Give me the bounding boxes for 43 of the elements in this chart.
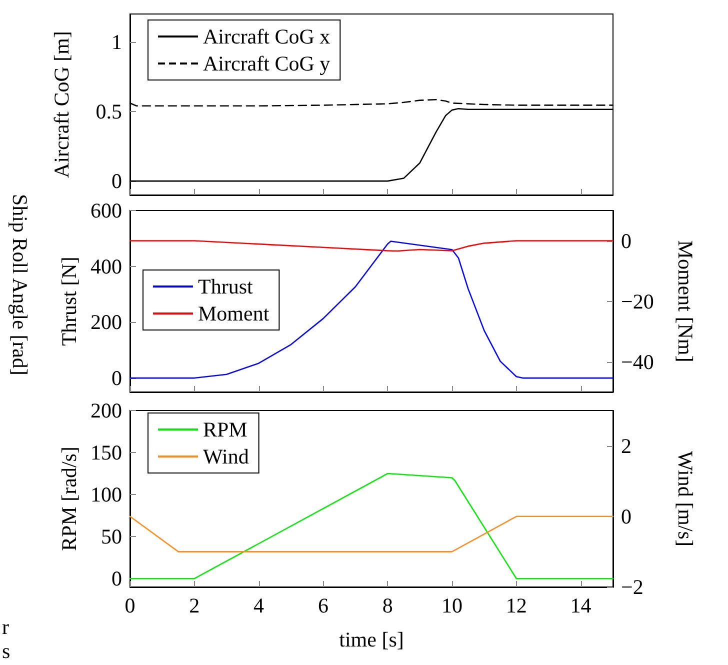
y2-tick-label: 0 [621,228,632,253]
legend-label: RPM [203,418,248,442]
line-series [129,472,614,580]
y-axis-title: Aircraft CoG [m] [50,31,74,178]
y2-tick-label: −20 [621,289,654,314]
line-series [129,240,614,379]
y-tick-label: 200 [90,398,122,422]
text: s [2,639,10,664]
y-tick-label: 0 [112,366,122,390]
y-axis-title: Thrust [N] [57,256,82,346]
x-tick-label: 6 [318,594,328,618]
x-tick-label: 4 [254,594,265,618]
y-tick-label: 150 [90,440,122,465]
legend-label: Wind [203,444,250,468]
x-tick-label: 2 [189,594,200,618]
legend-label: Moment [198,302,270,326]
x-tick-label: 8 [382,594,393,618]
y-tick-label: 600 [90,198,122,222]
y-tick-label: 100 [90,482,122,507]
y2-tick-label: 2 [621,434,632,458]
line-series [129,240,614,252]
y2-tick-label: −40 [621,350,654,374]
y-tick-label: 200 [90,310,122,334]
legend-label: Aircraft CoG y [203,52,331,76]
y-tick-label: 50 [101,524,122,549]
y-tick-label: 1 [112,30,122,54]
y-tick-label: 0.5 [96,99,122,124]
y2-axis-title: Wind [m/s] [674,451,698,546]
text: Ship Roll Angle [rad] [7,194,32,376]
legend-label: Aircraft CoG x [203,24,331,48]
x-axis-title: time [s] [339,628,404,652]
y-axis-title: RPM [rad/s] [57,446,82,551]
y-tick-label: 400 [90,254,122,278]
x-tick-label: 14 [570,594,592,618]
legend-label: Thrust [198,274,253,298]
y2-tick-label: 0 [621,504,632,528]
y2-axis-title: Moment [Nm] [674,240,698,362]
x-tick-label: 12 [506,594,527,618]
x-tick-label: 10 [442,594,462,618]
text: r [2,615,9,640]
y-tick-label: 0 [112,169,122,194]
y2-tick-label: −2 [621,575,644,599]
y-tick-label: 0 [112,566,122,591]
